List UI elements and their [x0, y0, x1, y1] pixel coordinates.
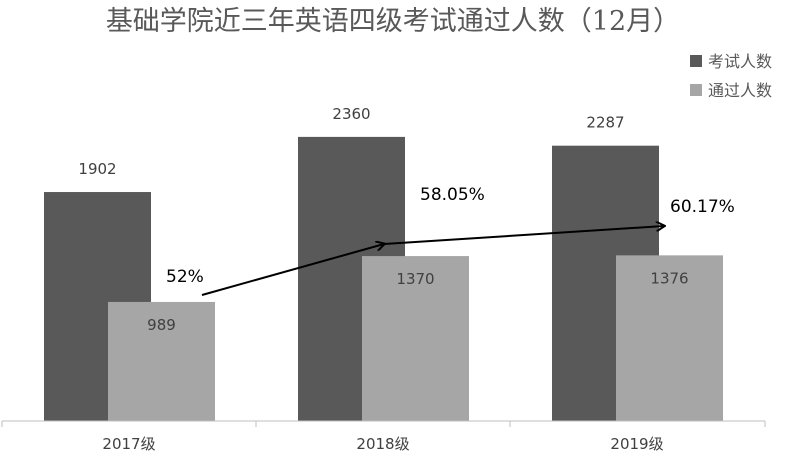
legend: 考试人数 通过人数 [690, 52, 772, 100]
value-label-passers-2018级: 1370 [396, 270, 434, 288]
legend-label-exam-takers: 考试人数 [708, 52, 772, 71]
bar-passers-2019级 [616, 255, 723, 421]
pass-rate-arrow-2 [383, 226, 664, 245]
legend-swatch-exam-takers [690, 55, 702, 67]
pass-rate-label-2019: 60.17% [670, 197, 735, 217]
chart-title: 基础学院近三年英语四级考试通过人数（12月） [106, 6, 680, 37]
value-label-passers-2019级: 1376 [650, 269, 688, 287]
value-labels-group: 1902 989 2360 1370 2287 1376 [78, 105, 688, 334]
legend-label-passers: 通过人数 [708, 81, 772, 100]
pass-rate-label-2018: 58.05% [420, 185, 485, 205]
x-tick-label: 2019级 [610, 435, 663, 453]
x-tick-labels-group: 2017级 2018级 2019级 [102, 435, 663, 453]
x-axis [1, 420, 766, 427]
value-label-passers-2017级: 989 [147, 316, 176, 334]
pass-rate-annotations: 52% 58.05% 60.17% [166, 185, 735, 296]
bar-passers-2018级 [362, 256, 469, 421]
x-tick-label: 2017级 [102, 435, 155, 453]
value-label-exam-takers-2019级: 2287 [586, 114, 624, 132]
x-tick-label: 2018级 [356, 435, 409, 453]
pass-rate-arrow-1 [201, 244, 384, 296]
legend-swatch-passers [690, 84, 702, 96]
pass-rate-label-2017: 52% [166, 267, 204, 287]
bars-group [44, 136, 723, 421]
bar-passers-2017级 [108, 301, 215, 421]
value-label-exam-takers-2017级: 1902 [78, 160, 116, 178]
value-label-exam-takers-2018级: 2360 [332, 105, 370, 123]
